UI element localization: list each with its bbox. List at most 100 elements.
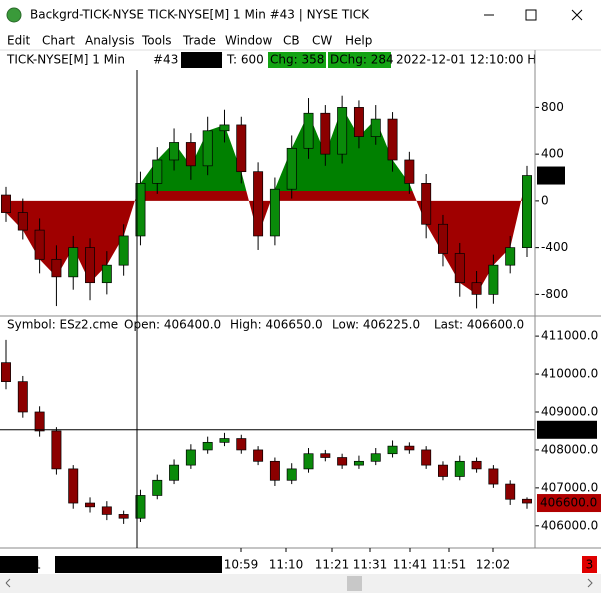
- close-badge: [181, 52, 222, 68]
- candle-body: [488, 468, 499, 485]
- pane-header: TICK-NYSE[M] 1 Min #43 C: 217 T: 600 Chg: 35…: [6, 52, 535, 68]
- app-icon: [6, 7, 22, 23]
- candle-body: [219, 124, 230, 132]
- candle-body: [253, 449, 264, 462]
- candle-body: [370, 453, 381, 462]
- bar-number: #43: [153, 53, 178, 67]
- menu-item[interactable]: CB: [283, 34, 300, 48]
- last-label: 217: [540, 168, 563, 182]
- candle-body: [471, 282, 482, 295]
- candle-body: [135, 495, 146, 519]
- candle-body: [135, 183, 146, 237]
- menu-item[interactable]: Edit: [7, 34, 31, 48]
- area-clip: [138, 107, 527, 191]
- candle-body: [1, 194, 11, 213]
- chg-badge: [268, 52, 326, 68]
- candle-body: [152, 159, 163, 184]
- dchg-value: DChg: 284: [330, 53, 394, 67]
- candle-body: [353, 460, 364, 466]
- y-tick-label: -800: [541, 287, 568, 301]
- candle-body: [34, 229, 45, 260]
- alert-badge: [582, 556, 597, 573]
- quote-open: Open: 406400.0: [124, 318, 221, 332]
- es-pane: Symbol: ESz2.cme Open: 406400.0 High: 4066…: [0, 318, 601, 532]
- crosshair-badge: [537, 420, 597, 439]
- candle-body: [370, 118, 381, 137]
- tick-plot: [1, 95, 532, 309]
- tick-pane: TICK-NYSE[M] 1 Min #43 C: 217 T: 600 Chg: 35…: [1, 52, 568, 309]
- x-label: 11:51: [432, 558, 467, 572]
- quote-low: Low: 406225.0: [332, 318, 420, 332]
- candle-body: [51, 430, 62, 470]
- candle-body: [118, 235, 129, 266]
- menu-bar: Edit Chart Analysis Tools Trade Window CB CW Hel…: [7, 34, 372, 48]
- candle-body: [152, 479, 163, 496]
- candle-body: [169, 142, 180, 161]
- candle-body: [471, 460, 482, 470]
- x-label: 12:02: [476, 558, 511, 572]
- candle-body: [1, 362, 11, 382]
- scrollbar[interactable]: [0, 574, 601, 593]
- menu-item[interactable]: Trade: [182, 34, 216, 48]
- scroll-right[interactable]: [587, 578, 593, 588]
- candle-body: [522, 175, 532, 248]
- candle-body: [101, 506, 112, 515]
- alert-count: 3: [586, 558, 594, 572]
- candle-body: [437, 464, 448, 477]
- candle-body: [236, 124, 247, 173]
- candle-body: [337, 457, 348, 466]
- candle-body: [437, 223, 448, 254]
- scroll-thumb[interactable]: [347, 576, 362, 591]
- symbol-label: TICK-NYSE[M] 1 Min: [6, 53, 125, 67]
- menu-item[interactable]: Help: [345, 34, 372, 48]
- x-label: Thu 2022-12-01 10:33:00: [59, 558, 214, 572]
- candle-body: [454, 253, 465, 284]
- candle-body: [522, 498, 532, 504]
- y-tick-label: 0: [541, 193, 549, 207]
- y-tick-label: -400: [541, 240, 568, 254]
- candle-body: [169, 464, 180, 481]
- candle-body: [454, 460, 465, 477]
- crosshair-label: 408531.1: [540, 422, 597, 436]
- x-label: 2-12-1: [2, 558, 41, 572]
- y-tick-label: 400: [541, 147, 564, 161]
- candle-body: [269, 460, 280, 481]
- candle-body: [505, 247, 516, 266]
- menu-item[interactable]: Analysis: [85, 34, 134, 48]
- y-tick-label: 409000.0: [541, 404, 598, 418]
- candle-body: [85, 247, 96, 284]
- close-area: [138, 107, 527, 191]
- x-label: 11:31: [353, 558, 388, 572]
- candle-body: [387, 445, 398, 455]
- menu-item[interactable]: Chart: [42, 34, 75, 48]
- candle-body: [303, 112, 314, 149]
- date-badge: [0, 556, 38, 573]
- candle-body: [286, 147, 297, 190]
- close-button[interactable]: [571, 9, 583, 21]
- x-axis: 2-12-1 Thu 2022-12-01 10:33:00 10:59 11:10 1…: [0, 548, 597, 573]
- y-tick-label: 411000.0: [541, 329, 598, 343]
- candle-body: [353, 107, 364, 137]
- candle-body: [34, 411, 45, 432]
- candle-body: [68, 247, 79, 278]
- y-tick-label: 410000.0: [541, 367, 598, 381]
- scroll-left[interactable]: [5, 578, 11, 588]
- menu-item[interactable]: Tools: [141, 34, 172, 48]
- quote-symbol: Symbol: ESz2.cme: [7, 318, 118, 332]
- menu-item[interactable]: Window: [225, 34, 273, 48]
- x-label: 11:10: [269, 558, 304, 572]
- candle-body: [505, 483, 516, 500]
- candle-body: [51, 258, 62, 278]
- menu-item[interactable]: CW: [312, 34, 332, 48]
- candle-body: [202, 441, 213, 451]
- maximize-button[interactable]: [525, 9, 537, 21]
- total-value: T: 600: [226, 53, 264, 67]
- candle-body: [85, 502, 96, 508]
- y-tick-label: 407000.0: [541, 480, 598, 494]
- candle-body: [118, 514, 129, 519]
- candle-body: [404, 159, 415, 184]
- candle-body: [286, 468, 297, 481]
- candle-body: [387, 118, 398, 161]
- candle-body: [101, 264, 112, 284]
